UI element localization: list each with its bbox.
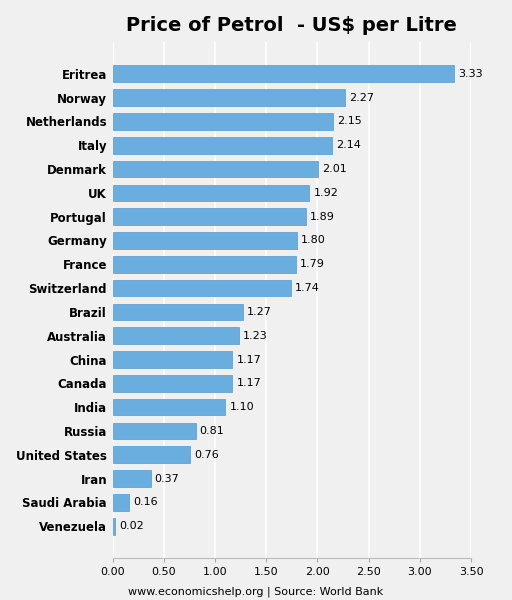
Text: 1.74: 1.74 [295,283,320,293]
Text: 2.01: 2.01 [323,164,347,174]
Text: 0.76: 0.76 [195,450,219,460]
Bar [113,328,239,344]
Bar [113,399,225,415]
Bar [113,494,129,511]
Text: 2.14: 2.14 [336,140,361,150]
Bar [113,65,454,82]
Text: 0.37: 0.37 [155,473,179,484]
Text: 1.27: 1.27 [247,307,272,317]
Bar [113,208,306,225]
Bar [113,256,296,272]
Text: 1.89: 1.89 [310,212,335,221]
Text: 2.27: 2.27 [349,92,374,103]
Bar [113,161,318,178]
Text: 3.33: 3.33 [458,69,482,79]
Bar [113,351,232,368]
Text: 0.81: 0.81 [200,426,224,436]
Title: Price of Petrol  - US$ per Litre: Price of Petrol - US$ per Litre [126,16,457,35]
Bar [113,304,243,320]
Bar [113,113,333,130]
Text: 0.02: 0.02 [119,521,143,531]
Text: 1.79: 1.79 [300,259,325,269]
Text: 1.17: 1.17 [237,355,261,365]
Text: 1.10: 1.10 [229,402,254,412]
Bar [113,446,190,463]
Text: 1.23: 1.23 [243,331,267,341]
Bar [113,518,115,535]
Text: 2.15: 2.15 [337,116,361,127]
Bar [113,185,309,201]
Bar [113,232,297,249]
Bar [113,470,151,487]
Bar [113,422,196,439]
Text: 1.17: 1.17 [237,379,261,388]
Text: www.economicshelp.org | Source: World Bank: www.economicshelp.org | Source: World Ba… [129,587,383,597]
Bar [113,375,232,392]
Bar [113,137,332,154]
Text: 1.80: 1.80 [301,235,326,245]
Text: 1.92: 1.92 [313,188,338,198]
Bar [113,280,291,296]
Bar [113,89,345,106]
Text: 0.16: 0.16 [133,497,158,508]
